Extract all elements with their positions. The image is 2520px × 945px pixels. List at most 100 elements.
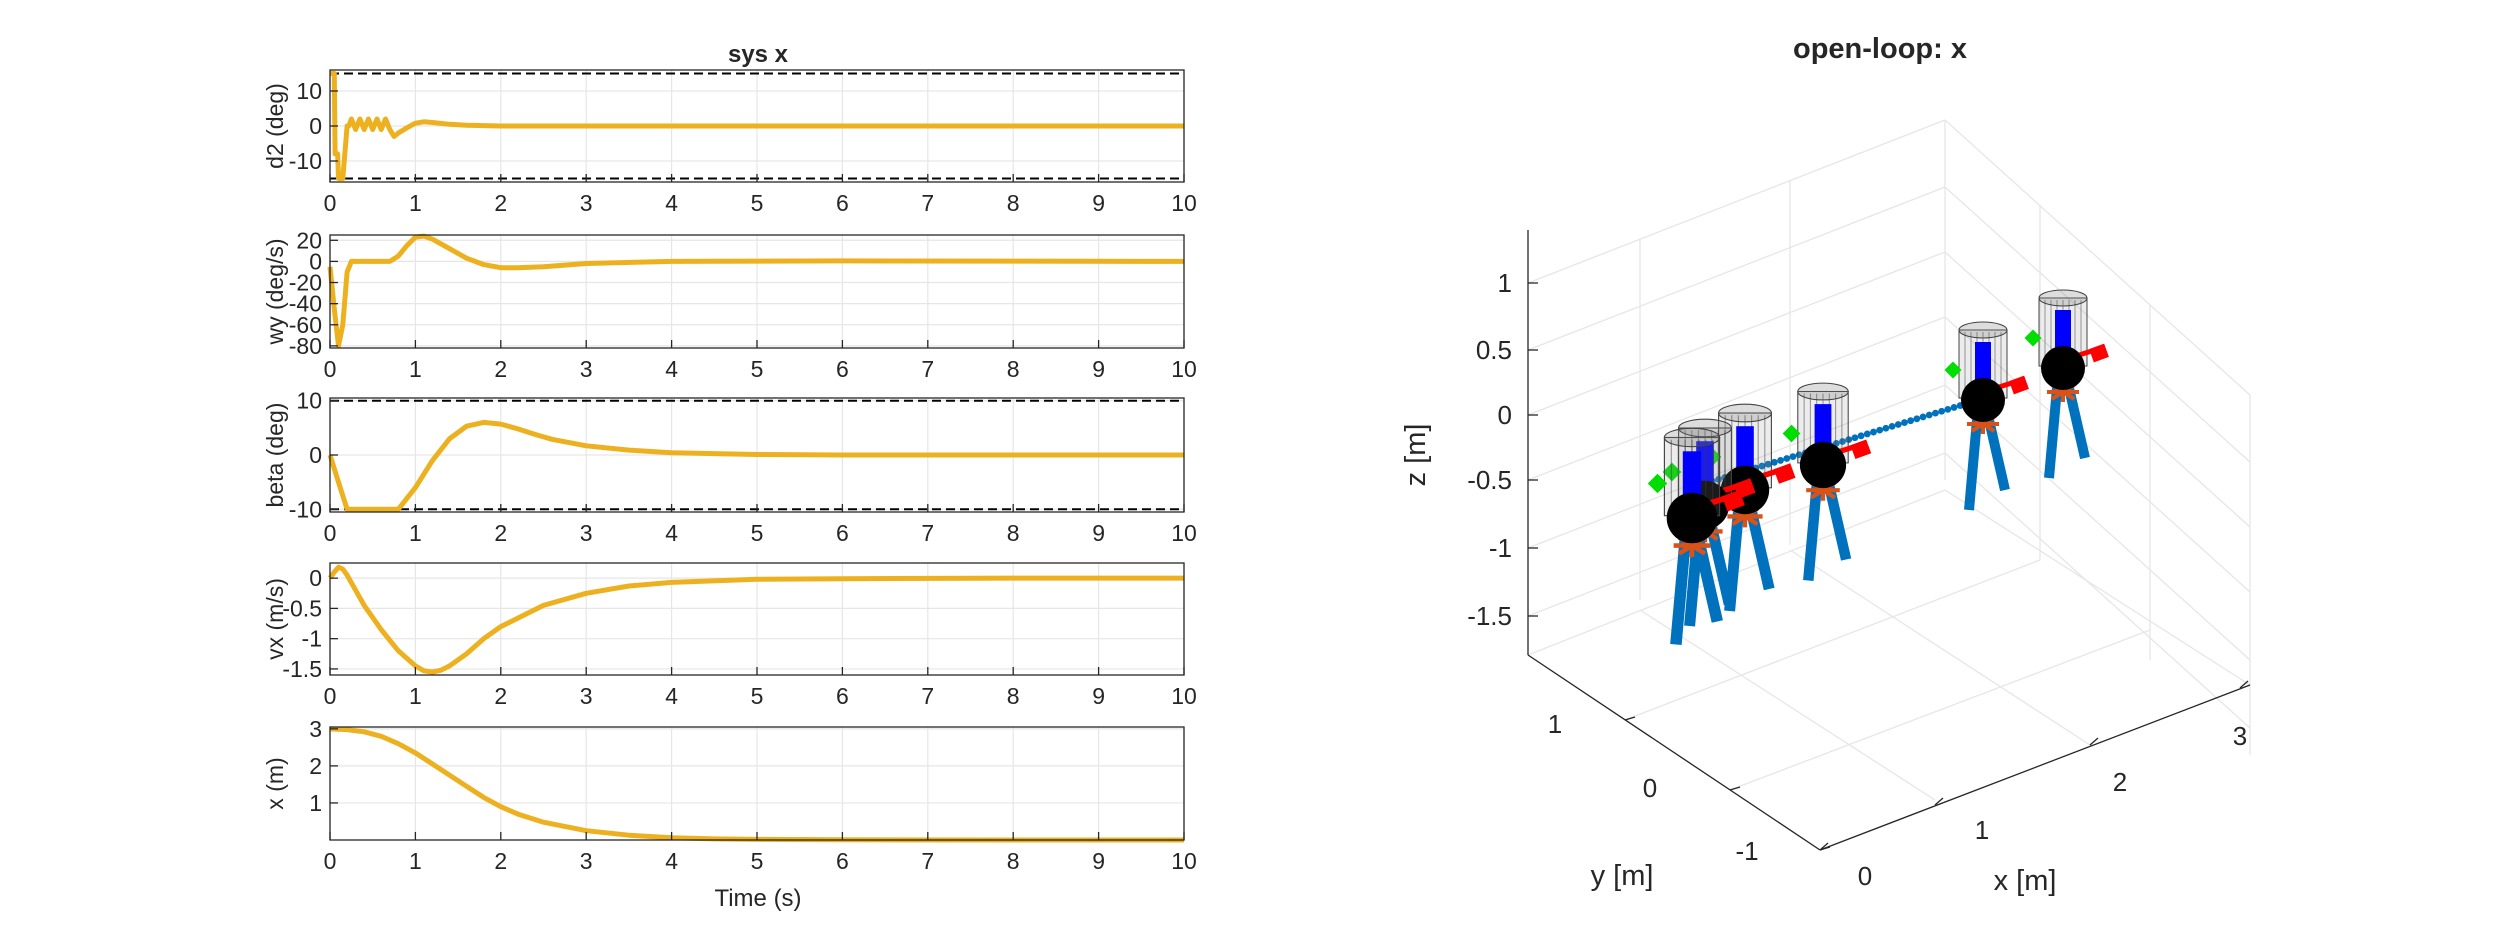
series-line [327,564,1184,675]
body-sphere [1961,378,2005,422]
x-tick-label: 1 [409,683,422,709]
trail-dot [1925,411,1933,419]
trail-dot [1870,428,1877,436]
y-tick-label: -10 [289,148,322,174]
y-tick: 1 [1548,709,1562,739]
x-tick-label: 8 [1007,356,1020,382]
x-tick-label: 2 [494,683,507,709]
subplot-4: 0 1 2 3 4 5 6 7 8 9 10 -1.5 -1 -0.5 0 vx (m/s) [262,562,1197,709]
z-tick: 1 [1498,268,1512,298]
x-tick-label: 4 [665,190,678,216]
trail-dot [1894,421,1902,428]
right-title: open-loop: x [1793,33,1967,65]
z-tick: 0 [1498,400,1512,430]
x-tick-label: 10 [1171,683,1197,709]
x-tick-label: 7 [921,190,934,216]
x-tick-label: 10 [1171,356,1197,382]
subplot-5: 0 1 2 3 4 5 6 7 8 9 10 1 2 3 x (m) [262,716,1197,874]
x-tick-label: 9 [1092,683,1105,709]
x-tick-label: 5 [751,190,764,216]
trail-dot [1938,407,1946,415]
trail-dot [1932,409,1939,417]
x-tick-label: 6 [836,356,849,382]
x-tick-label: 3 [580,683,593,709]
x-tick-label: 4 [665,356,678,382]
x-tick-label: 9 [1092,190,1105,216]
y-tick-label: 10 [296,388,322,414]
x-tick-label: 5 [751,520,764,546]
y-tick-label: -80 [289,333,322,359]
z-axis-label: z [m] [1400,424,1432,487]
x-tick-label: 8 [1007,683,1020,709]
trail-dot [1901,419,1908,426]
y-tick-label: 0 [309,565,322,591]
y-axis-label: beta (deg) [262,403,288,508]
y-axis-label: d2 (deg) [262,83,288,169]
time-axis-label: Time (s) [714,885,801,912]
trail-dot [1857,432,1865,440]
x-tick-label: 3 [580,190,593,216]
x-tick: 3 [2233,721,2247,751]
y-tick-label: 10 [296,78,322,104]
x-tick: 1 [1975,815,1989,845]
trail-dot [1950,404,1958,411]
y-tick-label: -1 [302,626,322,652]
y-tick-label: -0.5 [282,595,322,621]
x-tick-label: 7 [921,356,934,382]
vehicle-snapshots [1647,289,2109,646]
x-tick-label: 1 [409,520,422,546]
y-tick-label: -1.5 [282,656,322,682]
trail-dot [1777,457,1784,464]
x-tick-label: 3 [580,356,593,382]
series-line [327,233,1185,349]
z-tick: -1.5 [1467,601,1512,631]
green-marker [1662,462,1682,482]
y-tick-label: 0 [309,248,322,274]
x-tick-label: 3 [580,520,593,546]
x-tick-label: 0 [324,356,337,382]
y-tick-label: -10 [289,496,322,522]
y-tick-label: -60 [289,312,322,338]
x-tick-label: 9 [1092,848,1105,874]
trail-dot [1789,453,1797,461]
x-tick-label: 2 [494,848,507,874]
x-tick-label: 6 [836,520,849,546]
y-tick-label: 0 [309,442,322,468]
vehicle-snapshot [1647,427,1745,646]
open-loop-3d-panel: open-loop: x [1400,33,2251,897]
green-marker [1647,473,1668,494]
x-tick-label: 8 [1007,190,1020,216]
y-tick-label: -40 [289,291,322,317]
x-tick-label: 1 [409,190,422,216]
x-tick: 0 [1858,861,1872,891]
body-sphere [2041,346,2085,390]
x-tick-label: 7 [921,848,934,874]
x-tick-label: 7 [921,520,934,546]
x-tick-label: 2 [494,520,507,546]
leg [1670,540,1691,646]
trail-dot [1876,426,1884,434]
x-tick-label: 1 [409,848,422,874]
leg [2044,387,2062,479]
x-tick-label: 7 [921,683,934,709]
x-tick-label: 5 [751,356,764,382]
left-title: sys x [728,41,789,68]
x-tick-label: 4 [665,848,678,874]
trail-dot [1913,415,1921,423]
x-tick-label: 0 [324,520,337,546]
trail-dot [1907,417,1915,425]
x-tick-label: 5 [751,848,764,874]
x-tick-label: 2 [494,356,507,382]
trail-dot [1863,430,1871,438]
x-tick-label: 4 [665,683,678,709]
box-3d [1527,119,2251,851]
body-sphere [1666,492,1718,544]
vehicle-snapshot [2024,289,2109,479]
x-tick-label: 9 [1092,356,1105,382]
trail-dot [1888,422,1896,430]
y-tick: -1 [1735,836,1758,866]
